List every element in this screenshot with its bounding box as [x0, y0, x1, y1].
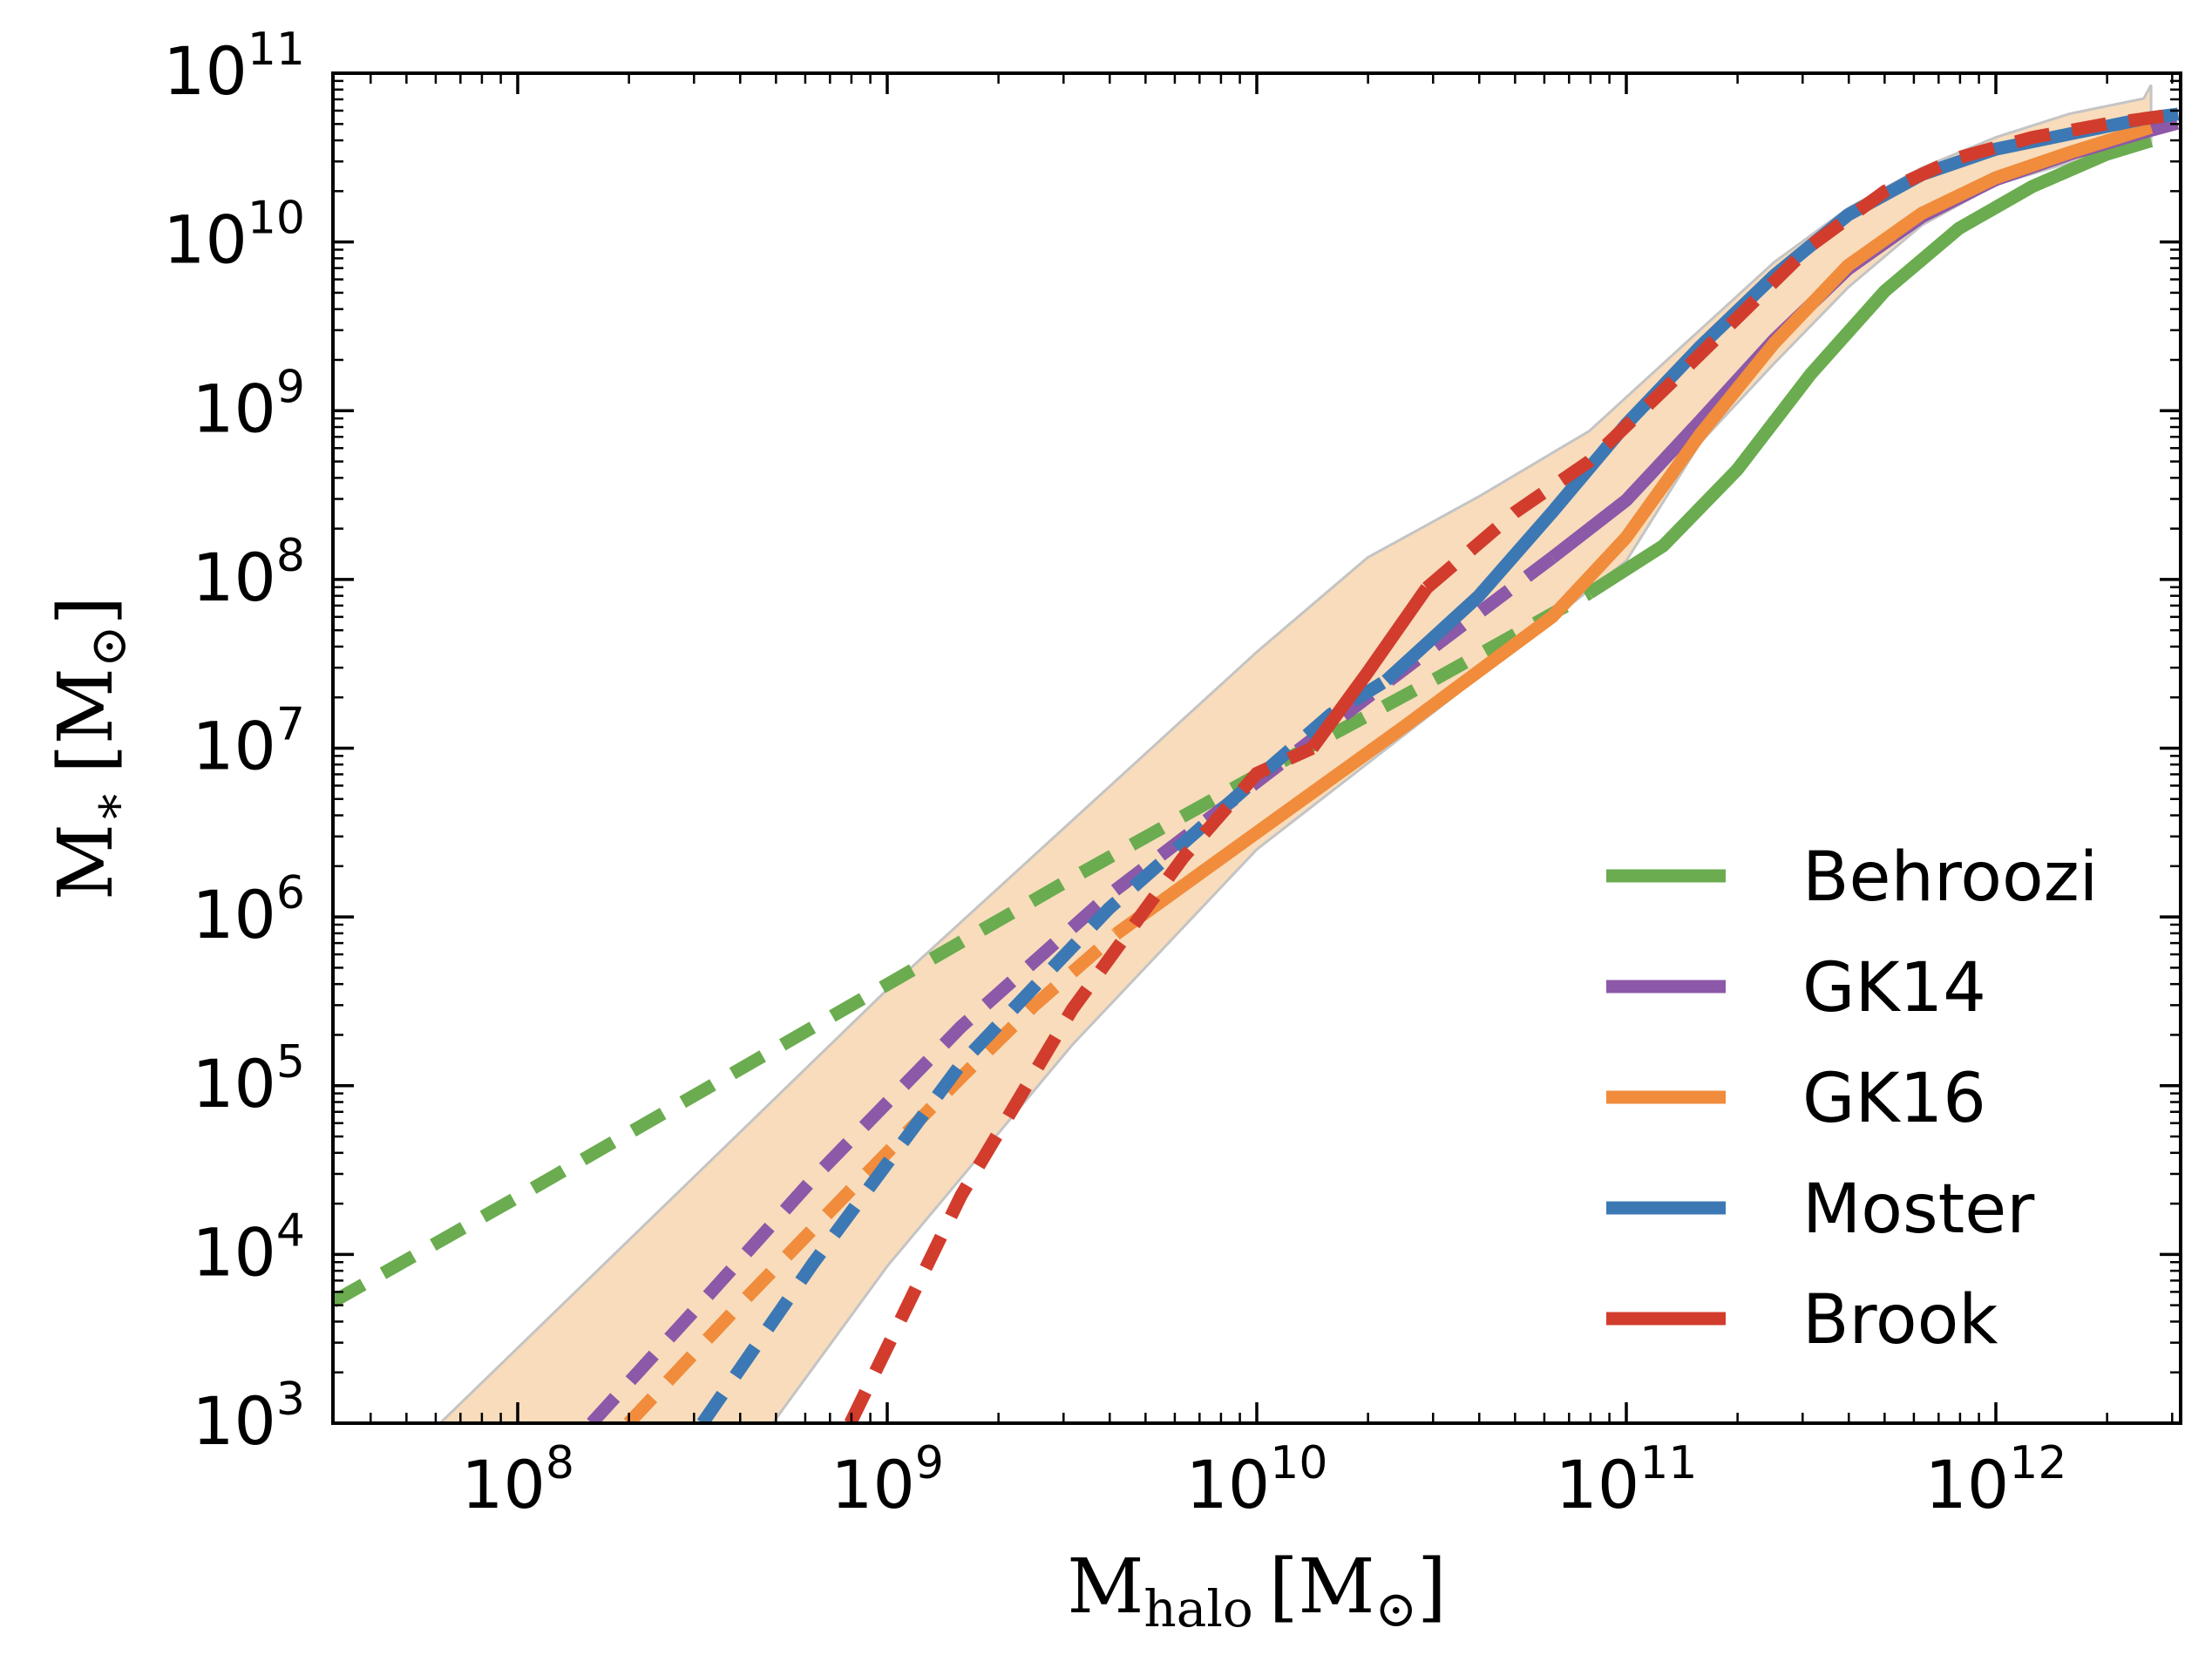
y-axis-subscript: ∗	[78, 790, 138, 824]
legend-label-behroozi: Behroozi	[1802, 838, 2098, 917]
series-gk16-dashed-1	[623, 928, 1121, 1423]
y-tick-exponent: 11	[248, 24, 305, 76]
y-axis-unit-sun: ⊙	[78, 625, 138, 668]
major-ticks	[333, 73, 2181, 1423]
series-brook-solid-2	[1306, 584, 1433, 752]
x-tick-label: 1012	[1925, 1437, 2067, 1523]
y-tick-base: 10	[192, 539, 276, 616]
legend-label-gk14: GK14	[1802, 949, 1986, 1028]
y-tick-base: 10	[192, 1213, 276, 1291]
y-tick-label: 1011	[163, 24, 305, 110]
series-behroozi-solid-2	[1585, 134, 2154, 599]
x-tick-exponent: 9	[915, 1437, 944, 1489]
x-axis-unit-close: ]	[1417, 1543, 1447, 1631]
y-tick-label: 109	[192, 361, 305, 447]
y-tick-base: 10	[192, 1382, 276, 1460]
series-brook-dashed-1	[844, 742, 1315, 1423]
x-tick-labels: 108 109 1010 1011 1012	[461, 1437, 2066, 1523]
series-gk14-dashed-1	[587, 552, 1557, 1423]
y-tick-label: 107	[192, 699, 305, 785]
y-tick-base: 10	[163, 201, 248, 279]
y-tick-base: 10	[192, 370, 276, 447]
x-tick-label: 1010	[1186, 1437, 1328, 1523]
x-axis-unit-symbol: M	[1298, 1543, 1374, 1631]
y-axis-unit-open: [	[43, 744, 130, 774]
x-axis-unit-open: [	[1269, 1543, 1299, 1631]
x-tick-base: 10	[1186, 1446, 1271, 1523]
x-axis-subscript: halo	[1143, 1579, 1252, 1638]
y-tick-base: 10	[192, 708, 276, 785]
x-tick-label: 1011	[1556, 1437, 1698, 1523]
y-tick-label: 103	[192, 1374, 305, 1460]
x-tick-exponent: 10	[1270, 1437, 1327, 1489]
x-tick-exponent: 8	[546, 1437, 574, 1489]
y-axis-unit-symbol: M	[43, 668, 130, 744]
x-axis-unit-sun: ⊙	[1374, 1579, 1417, 1638]
x-tick-base: 10	[1925, 1446, 2010, 1523]
y-tick-label: 105	[192, 1036, 305, 1123]
y-axis-symbol: M	[43, 824, 130, 900]
legend-label-gk16: GK16	[1802, 1060, 1986, 1138]
y-tick-exponent: 4	[276, 1204, 305, 1257]
y-tick-exponent: 8	[276, 530, 305, 582]
x-tick-exponent: 12	[2009, 1437, 2066, 1489]
y-tick-exponent: 10	[248, 193, 305, 245]
x-axis-title: Mhalo [M⊙]	[1067, 1543, 1446, 1638]
y-tick-base: 10	[163, 32, 248, 110]
x-tick-base: 10	[831, 1446, 915, 1523]
legend-label-brook: Brook	[1802, 1281, 1998, 1360]
x-tick-label: 109	[831, 1437, 944, 1523]
x-tick-label: 108	[461, 1437, 574, 1523]
legend-label-moster: Moster	[1802, 1170, 2035, 1249]
y-tick-exponent: 7	[276, 699, 305, 751]
y-tick-base: 10	[192, 1045, 276, 1123]
x-tick-base: 10	[461, 1446, 546, 1523]
minor-ticks	[333, 73, 2181, 1423]
x-tick-exponent: 11	[1639, 1437, 1697, 1489]
legend: Behroozi GK14 GK16 Moster Brook	[1606, 838, 2098, 1360]
y-axis-unit-close: ]	[43, 596, 130, 626]
plot-area	[333, 84, 2181, 1423]
series-gk16-solid-2	[1112, 120, 2154, 939]
y-tick-exponent: 9	[276, 361, 305, 413]
y-tick-label: 106	[192, 867, 305, 953]
y-tick-label: 1010	[163, 193, 305, 279]
y-tick-exponent: 3	[276, 1374, 305, 1426]
x-axis-symbol: M	[1067, 1543, 1143, 1631]
y-tick-label: 104	[192, 1204, 305, 1291]
y-tick-label: 108	[192, 530, 305, 616]
y-axis-title: M∗[M⊙]	[43, 596, 138, 900]
y-tick-base: 10	[192, 876, 276, 953]
y-tick-exponent: 6	[276, 867, 305, 919]
series-behroozi-dashed-1	[333, 587, 1593, 1308]
series-brook-dashed-3	[1422, 107, 2181, 593]
x-tick-base: 10	[1556, 1446, 1640, 1523]
y-tick-exponent: 5	[276, 1036, 305, 1089]
